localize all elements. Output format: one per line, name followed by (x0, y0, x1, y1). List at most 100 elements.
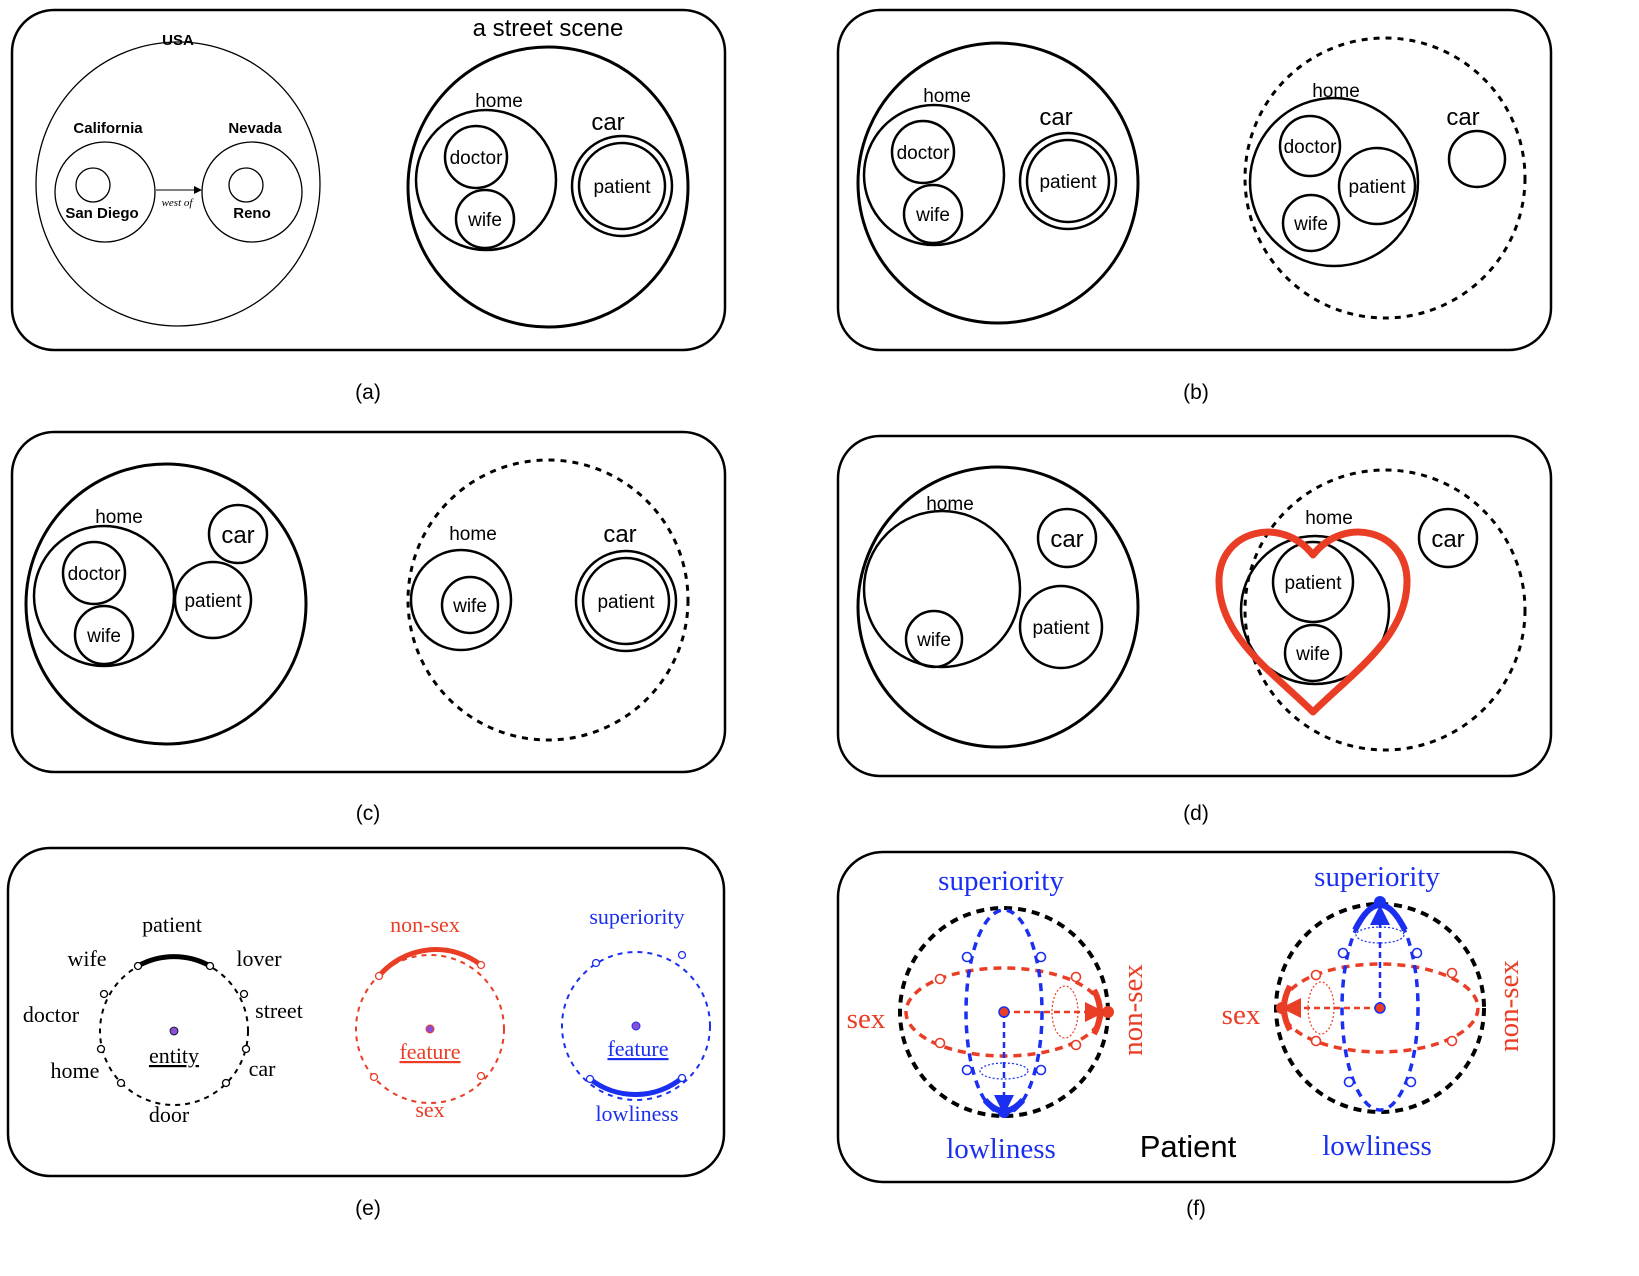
c-left-car-circle (207, 503, 269, 565)
right-blue-small-ellipse (1355, 926, 1405, 944)
c-right-wife-label: wife (452, 596, 487, 617)
marker-point (99, 989, 109, 999)
e-label-home: home (51, 1058, 100, 1083)
entity-center-dot (169, 1026, 179, 1036)
b-left-doctor-circle (890, 119, 956, 185)
patient-circle (577, 141, 667, 231)
sex-markers (369, 960, 486, 1082)
panel-e: patient wife lover doctor street home ca… (6, 846, 726, 1220)
b-right-wife-circle (1281, 193, 1341, 253)
left-blue-endpoint (998, 1106, 1010, 1118)
left-red-endpoint (1102, 1006, 1114, 1018)
car-label: car (591, 109, 624, 136)
d-right-patient-circle (1271, 540, 1355, 624)
c-right-patient-label: patient (597, 592, 655, 613)
rank-markers (585, 950, 687, 1084)
marker-point (585, 1074, 595, 1084)
c-right-patient-circle (581, 556, 671, 646)
e-label-wife: wife (67, 946, 106, 971)
e-label-door: door (149, 1102, 190, 1127)
rank-bottom-label: lowliness (595, 1101, 678, 1126)
doctor-label: doctor (450, 148, 503, 169)
right-markers (1310, 947, 1458, 1088)
caption-a: (a) (355, 381, 381, 404)
rank-top-label: superiority (589, 904, 684, 929)
panel-a: USA California San Diego Nevada Reno wes… (10, 8, 727, 404)
b-left-wife-label: wife (915, 205, 950, 226)
marker-point (1411, 947, 1423, 959)
right-center-dot (1374, 1002, 1386, 1014)
panel-b: home doctor wife car patient home doctor… (836, 8, 1553, 404)
d-right-car-circle (1417, 507, 1479, 569)
d-right-car-label: car (1431, 526, 1464, 553)
car-circle (570, 134, 674, 238)
left-center-dot (998, 1006, 1010, 1018)
california-circle (54, 141, 156, 243)
west-of-label: west of (162, 197, 195, 209)
sex-bottom-label: sex (415, 1097, 444, 1122)
e-label-car: car (249, 1056, 277, 1081)
heart-icon (1215, 528, 1411, 716)
d-left-patient-label: patient (1032, 618, 1090, 639)
marker-point (1310, 969, 1322, 981)
caption-e: (e) (355, 1197, 381, 1220)
b-right-car-label: car (1446, 104, 1479, 131)
panel-a-frame (10, 8, 727, 352)
marker-point (1446, 967, 1458, 979)
panel-d-frame (836, 434, 1553, 778)
d-left-wife-label: wife (916, 630, 951, 651)
sex-top-label: non-sex (390, 912, 460, 937)
c-right-home-circle (409, 548, 513, 652)
d-left-car-label: car (1050, 526, 1083, 553)
e-label-doctor: doctor (23, 1002, 80, 1027)
b-left-patient-circle (1025, 138, 1111, 224)
c-left-wife-circle (73, 604, 135, 666)
marker-point (369, 1072, 379, 1082)
nevada-label: Nevada (228, 120, 282, 137)
reno-circle (228, 167, 264, 203)
marker-point (1070, 971, 1082, 983)
patient-arc (136, 954, 212, 969)
marker-point (934, 973, 946, 985)
b-right-home-circle (1248, 96, 1420, 268)
c-right-wife-circle (440, 575, 500, 635)
b-right-scene-circle (1243, 36, 1527, 320)
right-red-small-ellipse (1307, 981, 1335, 1035)
marker-point (591, 958, 601, 968)
b-left-car-label: car (1039, 104, 1072, 131)
c-right-car-label: car (603, 521, 636, 548)
reno-label: Reno (233, 205, 271, 222)
c-left-home-label: home (95, 507, 143, 528)
entity-markers (96, 961, 251, 1088)
panel-e-frame (6, 846, 726, 1178)
c-left-wife-label: wife (86, 626, 121, 647)
d-right-patient-label: patient (1284, 573, 1342, 594)
usa-label: USA (162, 32, 194, 49)
c-left-scene-circle (24, 462, 308, 746)
non-sex-arc (377, 947, 483, 978)
caption-d: (d) (1183, 802, 1209, 825)
marker-point (374, 971, 384, 981)
right-sphere: superiority lowliness sex non-sex (1222, 861, 1525, 1162)
marker-point (677, 1073, 687, 1083)
sex-center-label: feature (399, 1039, 460, 1064)
wife-circle (454, 188, 516, 250)
entity-center-label: entity (149, 1043, 199, 1068)
marker-point (205, 961, 215, 971)
doctor-circle (443, 124, 509, 190)
left-bottom-label: lowliness (946, 1133, 1056, 1165)
marker-point (221, 1078, 231, 1088)
b-right-wife-label: wife (1293, 214, 1328, 235)
c-right-car-circle (574, 549, 678, 653)
b-left-home-label: home (923, 86, 971, 107)
d-left-patient-circle (1018, 584, 1104, 670)
marker-point (133, 961, 143, 971)
left-markers (934, 951, 1082, 1076)
d-right-wife-circle (1283, 623, 1343, 683)
home-circle (414, 108, 558, 252)
marker-point (1310, 1035, 1322, 1047)
e-label-lover: lover (236, 946, 282, 971)
sex-center-dot (425, 1024, 435, 1034)
e-label-patient: patient (142, 912, 202, 937)
